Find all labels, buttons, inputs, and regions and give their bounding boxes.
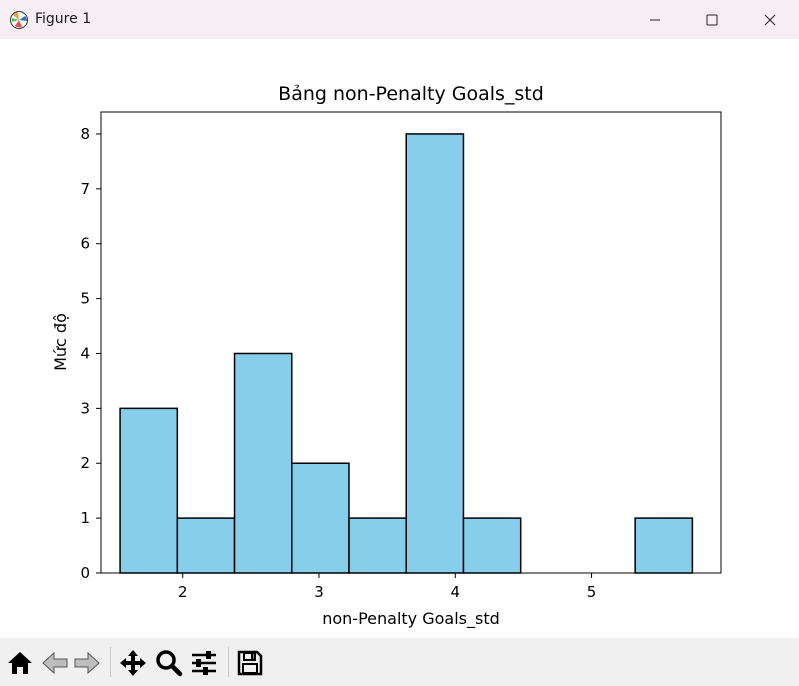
close-button[interactable] bbox=[741, 0, 799, 39]
y-tick-label: 8 bbox=[80, 125, 90, 143]
histogram-bar bbox=[291, 462, 350, 574]
toolbar-separator bbox=[228, 647, 229, 677]
maximize-icon bbox=[706, 14, 718, 26]
x-ticks-group: 2 3 4 5 bbox=[178, 573, 596, 601]
histogram-bar bbox=[233, 352, 293, 574]
x-tick-label: 2 bbox=[178, 583, 188, 601]
chart-title: Bảng non-Penalty Goals_std bbox=[278, 83, 544, 105]
histogram-bar bbox=[405, 133, 465, 574]
y-tick-label: 2 bbox=[80, 454, 90, 472]
histogram-bar bbox=[348, 517, 407, 574]
y-tick-label: 0 bbox=[80, 564, 90, 582]
maximize-button[interactable] bbox=[683, 0, 741, 39]
x-tick-label: 3 bbox=[314, 583, 324, 601]
close-icon bbox=[764, 14, 776, 26]
minimize-icon bbox=[649, 14, 661, 26]
y-tick-label: 4 bbox=[80, 344, 90, 362]
zoom-magnifier-icon bbox=[155, 649, 183, 677]
y-ticks-group: 0 1 2 3 4 5 6 7 8 bbox=[80, 125, 101, 582]
y-tick-label: 3 bbox=[80, 399, 90, 417]
forward-arrow-icon bbox=[73, 649, 101, 677]
histogram-bar bbox=[634, 517, 694, 574]
pan-move-icon bbox=[119, 649, 147, 677]
y-tick-label: 1 bbox=[80, 509, 90, 527]
plot-frame bbox=[100, 111, 722, 574]
x-tick-label: 5 bbox=[587, 583, 597, 601]
histogram-bar bbox=[176, 517, 236, 574]
figure-canvas: Bảng non-Penalty Goals_std non-Penalty G… bbox=[0, 39, 799, 638]
configure-subplots-button[interactable] bbox=[189, 648, 219, 678]
back-arrow-icon bbox=[41, 649, 69, 677]
bars-group bbox=[119, 133, 694, 574]
save-floppy-icon bbox=[236, 649, 264, 677]
home-icon bbox=[6, 649, 34, 677]
histogram-chart: Bảng non-Penalty Goals_std non-Penalty G… bbox=[51, 83, 722, 629]
save-button[interactable] bbox=[235, 648, 265, 678]
y-axis-label: Mức độ bbox=[51, 313, 70, 371]
home-button[interactable] bbox=[5, 648, 35, 678]
y-tick-label: 6 bbox=[80, 235, 90, 253]
navigation-toolbar bbox=[0, 638, 799, 686]
histogram-bar bbox=[462, 517, 522, 574]
zoom-button[interactable] bbox=[154, 648, 184, 678]
window-titlebar: Figure 1 bbox=[0, 0, 799, 39]
x-tick-label: 4 bbox=[451, 583, 461, 601]
y-tick-label: 7 bbox=[80, 180, 90, 198]
y-tick-label: 5 bbox=[80, 290, 90, 308]
forward-button[interactable] bbox=[72, 648, 102, 678]
pan-button[interactable] bbox=[118, 648, 148, 678]
window-title: Figure 1 bbox=[35, 11, 92, 27]
configure-subplots-icon bbox=[190, 649, 218, 677]
histogram-bar bbox=[119, 407, 179, 574]
matplotlib-figure-icon bbox=[9, 10, 29, 30]
x-axis-label: non-Penalty Goals_std bbox=[322, 609, 500, 629]
back-button[interactable] bbox=[40, 648, 70, 678]
toolbar-separator bbox=[110, 647, 111, 677]
minimize-button[interactable] bbox=[626, 0, 684, 39]
